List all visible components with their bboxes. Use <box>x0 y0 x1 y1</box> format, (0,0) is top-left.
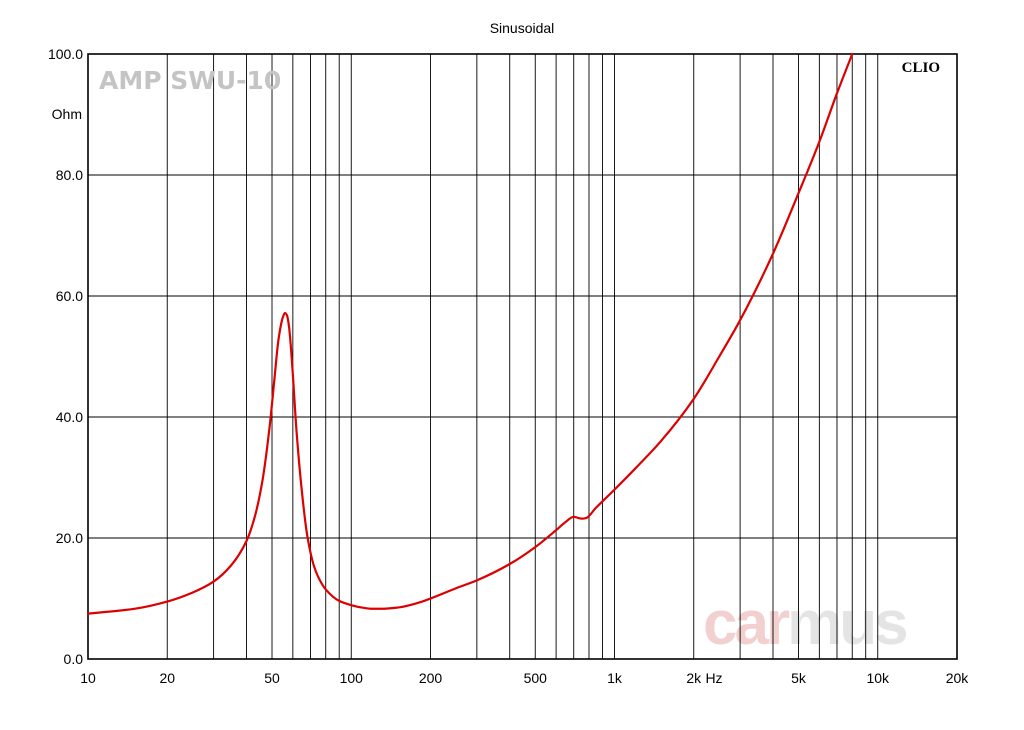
y-tick-label: 40.0 <box>56 409 83 425</box>
watermark-logo: carmus <box>703 589 909 658</box>
x-tick-label: 20k <box>946 670 970 686</box>
y-tick-label: 100.0 <box>48 46 83 62</box>
x-unit-label: Hz <box>705 670 722 686</box>
plot-background <box>88 54 957 659</box>
chart-title: Sinusoidal <box>490 20 555 36</box>
x-tick-label: 10 <box>80 670 96 686</box>
svg-text:carmus: carmus <box>703 589 906 658</box>
x-tick-label: 50 <box>264 670 280 686</box>
x-tick-label: 100 <box>340 670 364 686</box>
watermark-part1: car <box>703 589 790 658</box>
series-line <box>86 52 854 615</box>
watermark-part2: mus <box>787 589 906 658</box>
x-tick-label: 2k <box>686 670 702 686</box>
y-tick-label: 80.0 <box>56 167 83 183</box>
y-tick-label: 20.0 <box>56 530 83 546</box>
grid <box>88 54 957 659</box>
x-tick-label: 10k <box>866 670 890 686</box>
x-tick-label: 200 <box>419 670 443 686</box>
y-tick-label: 60.0 <box>56 288 83 304</box>
x-tick-label: 20 <box>159 670 175 686</box>
y-tick-labels: 0.0 20.0 40.0 60.0 80.0 100.0 <box>48 46 83 667</box>
x-tick-label: 1k <box>607 670 623 686</box>
clio-brand-label: CLIO <box>902 60 940 76</box>
x-tick-labels: 10 20 50 100 200 500 1k 2k 5k 10k 20k <box>80 670 969 686</box>
device-label: AMP SWU-10 <box>99 66 281 95</box>
y-unit-label: Ohm <box>52 106 82 122</box>
plot-frame <box>87 53 958 660</box>
x-tick-label: 500 <box>524 670 548 686</box>
x-tick-label: 5k <box>791 670 807 686</box>
y-tick-label: 0.0 <box>64 651 84 667</box>
